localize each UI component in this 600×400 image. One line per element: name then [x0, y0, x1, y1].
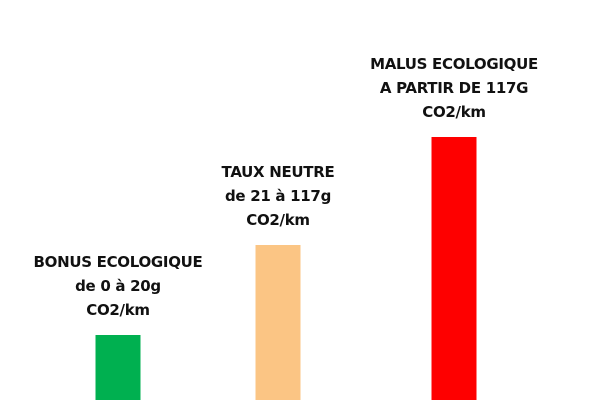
bar-label-neutre-line-2: de 21 à 117g	[225, 187, 331, 205]
bar-malus	[431, 137, 477, 400]
bar-label-malus-line-2: A PARTIR DE 117G	[380, 79, 528, 97]
bar-label-bonus-line-1: BONUS ECOLOGIQUE	[34, 253, 203, 271]
bar-label-malus-line-3: CO2/km	[422, 103, 485, 121]
bar-label-bonus-line-2: de 0 à 20g	[75, 277, 161, 295]
bar-bonus	[95, 335, 141, 400]
bar-label-neutre-line-1: TAUX NEUTRE	[222, 163, 335, 181]
bar-neutre	[255, 245, 301, 400]
bars-layer	[95, 137, 477, 400]
bar-label-neutre-line-3: CO2/km	[246, 211, 309, 229]
bar-labels-layer: BONUS ECOLOGIQUE de 0 à 20g CO2/km TAUX NEU…	[34, 55, 539, 319]
bar-label-bonus-line-3: CO2/km	[86, 301, 149, 319]
bar-label-malus-line-1: MALUS ECOLOGIQUE	[370, 55, 538, 73]
